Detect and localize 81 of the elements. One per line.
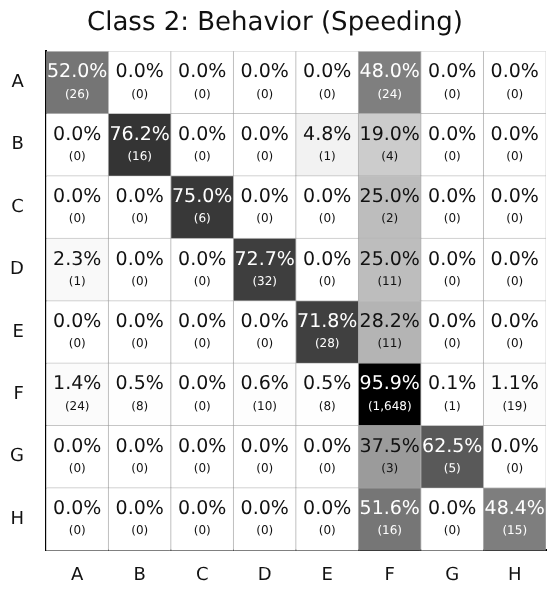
data-label: 19.0% bbox=[359, 123, 420, 146]
data-label: 0.0% bbox=[303, 61, 352, 84]
data-label: 25.0% bbox=[359, 248, 420, 271]
data-label: 0.0% bbox=[303, 248, 352, 271]
data-label: 51.6% bbox=[359, 498, 420, 521]
x-tick-label: E bbox=[321, 565, 334, 586]
x-tick-label: B bbox=[133, 565, 146, 586]
data-label: 0.0% bbox=[428, 123, 477, 146]
data-label: 0.0% bbox=[240, 310, 289, 333]
data-label: 0.0% bbox=[53, 186, 102, 209]
data-label: 28.2% bbox=[359, 310, 420, 333]
data-label: 48.0% bbox=[359, 61, 420, 84]
data-label: 0.0% bbox=[240, 61, 289, 84]
data-label: 62.5% bbox=[422, 435, 483, 458]
data-label: 1.1% bbox=[490, 373, 539, 396]
chart-title: Class 2: Behavior (Speeding) bbox=[87, 8, 463, 39]
data-label: 0.0% bbox=[490, 248, 539, 271]
x-tick-label: D bbox=[257, 565, 272, 586]
data-label: 0.0% bbox=[115, 61, 164, 84]
data-label: 0.5% bbox=[115, 373, 164, 396]
data-label: 0.0% bbox=[178, 310, 227, 333]
data-label: 0.0% bbox=[428, 61, 477, 84]
data-label: 25.0% bbox=[359, 186, 420, 209]
data-label: 0.0% bbox=[115, 435, 164, 458]
x-tick-label: A bbox=[71, 565, 86, 586]
data-label: 0.0% bbox=[178, 435, 227, 458]
data-label: 75.0% bbox=[172, 186, 233, 209]
data-label: 0.0% bbox=[490, 435, 539, 458]
data-label: 76.2% bbox=[109, 123, 170, 146]
data-label: 0.0% bbox=[53, 498, 102, 521]
x-tick-label: G bbox=[445, 565, 460, 586]
data-label: 0.0% bbox=[303, 435, 352, 458]
data-label: 4.8% bbox=[303, 123, 352, 146]
y-tick-label: D bbox=[10, 260, 25, 281]
y-tick-label: A bbox=[11, 73, 26, 94]
data-label: 37.5% bbox=[359, 435, 420, 458]
y-tick-label: B bbox=[11, 135, 24, 156]
data-label: 0.0% bbox=[178, 498, 227, 521]
data-label: 0.0% bbox=[178, 248, 227, 271]
data-label: 52.0% bbox=[47, 61, 108, 84]
data-label: 0.0% bbox=[240, 123, 289, 146]
data-label: 71.8% bbox=[297, 310, 358, 333]
data-label: 0.0% bbox=[490, 310, 539, 333]
data-label: 0.0% bbox=[428, 498, 477, 521]
data-label: 95.9% bbox=[359, 373, 420, 396]
data-label: 72.7% bbox=[234, 248, 295, 271]
data-label: 0.0% bbox=[115, 498, 164, 521]
data-label: 0.6% bbox=[240, 373, 289, 396]
data-label: 0.0% bbox=[490, 61, 539, 84]
data-label: 0.0% bbox=[428, 186, 477, 209]
data-label: 0.0% bbox=[240, 186, 289, 209]
x-tick-label: C bbox=[195, 565, 209, 586]
data-label: 0.0% bbox=[115, 186, 164, 209]
data-label: 0.0% bbox=[490, 186, 539, 209]
y-tick-label: E bbox=[12, 322, 25, 343]
data-label: 0.0% bbox=[53, 310, 102, 333]
data-label: 0.0% bbox=[178, 123, 227, 146]
data-label: 0.0% bbox=[53, 123, 102, 146]
data-label: 0.0% bbox=[240, 435, 289, 458]
data-label: 2.3% bbox=[53, 248, 102, 271]
y-tick-label: H bbox=[10, 509, 24, 530]
data-label: 0.1% bbox=[428, 373, 477, 396]
y-tick-label: C bbox=[11, 197, 24, 218]
data-label: 0.0% bbox=[115, 310, 164, 333]
y-tick-label: F bbox=[13, 385, 24, 406]
data-label: 0.0% bbox=[53, 435, 102, 458]
data-label: 0.0% bbox=[303, 498, 352, 521]
x-tick-label: H bbox=[507, 565, 522, 586]
data-label: 0.0% bbox=[490, 123, 539, 146]
data-label: 0.0% bbox=[428, 310, 477, 333]
data-label: 0.5% bbox=[303, 373, 352, 396]
data-label: 0.0% bbox=[178, 61, 227, 84]
data-label: 1.4% bbox=[53, 373, 102, 396]
data-label: 48.4% bbox=[484, 498, 545, 521]
y-tick-label: G bbox=[9, 447, 24, 468]
data-label: 0.0% bbox=[115, 248, 164, 271]
x-tick-label: F bbox=[384, 565, 395, 586]
data-label: 0.0% bbox=[303, 186, 352, 209]
data-label: 0.0% bbox=[428, 248, 477, 271]
data-label: 0.0% bbox=[240, 498, 289, 521]
data-label: 0.0% bbox=[178, 373, 227, 396]
